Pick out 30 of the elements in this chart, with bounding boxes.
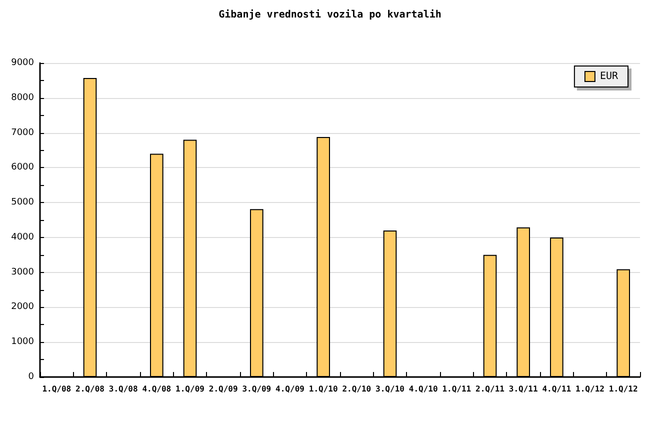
x-tick-label: 1.Q/12 — [608, 384, 638, 394]
y-tick-label: 4000 — [11, 232, 34, 242]
y-tick-label: 6000 — [11, 162, 34, 173]
chart-title: Gibanje vrednosti vozila po kvartalih — [218, 8, 442, 20]
y-tick-label: 7000 — [11, 128, 34, 138]
x-tick-label: 4.Q/08 — [142, 384, 172, 394]
y-tick-label: 5000 — [11, 198, 34, 208]
x-tick-label: 4.Q/11 — [542, 384, 572, 394]
x-tick-label: 1.Q/09 — [176, 384, 205, 394]
y-tick-label: 9000 — [11, 58, 34, 68]
x-tick-label: 1.Q/11 — [442, 384, 472, 394]
y-tick-label: 3000 — [11, 267, 34, 278]
x-tick-label: 1.Q/12 — [576, 384, 605, 394]
x-tick-label: 4.Q/09 — [276, 384, 305, 394]
x-tick-label: 2.Q/10 — [342, 384, 372, 394]
y-tick-label: 8000 — [11, 92, 34, 103]
legend-label: EUR — [600, 71, 619, 82]
y-tick-label: 0 — [28, 372, 34, 382]
x-tick-label: 3.Q/08 — [108, 384, 138, 394]
x-tick-label: 3.Q/11 — [508, 384, 538, 394]
x-tick-label: 2.Q/11 — [476, 384, 505, 394]
x-tick-label: 2.Q/08 — [76, 384, 105, 394]
y-tick-label: 1000 — [11, 337, 34, 348]
y-tick-label: 2000 — [11, 302, 34, 312]
x-tick-label: 2.Q/09 — [208, 384, 238, 394]
x-tick-label: 4.Q/10 — [408, 384, 438, 394]
x-tick-label: 1.Q/10 — [308, 384, 338, 394]
x-tick-label: 1.Q/08 — [42, 384, 72, 394]
x-tick-label: 3.Q/10 — [376, 384, 405, 394]
x-tick-label: 3.Q/09 — [242, 384, 272, 394]
